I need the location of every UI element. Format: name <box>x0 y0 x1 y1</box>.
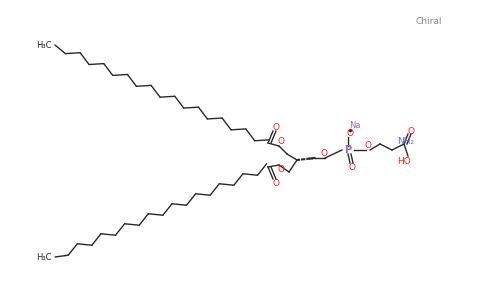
Text: P: P <box>345 145 351 155</box>
Text: H₃C: H₃C <box>36 253 52 262</box>
Text: O: O <box>272 178 279 188</box>
Text: O: O <box>272 122 279 131</box>
Text: O: O <box>277 164 285 173</box>
Text: O: O <box>277 137 285 146</box>
Text: HO: HO <box>397 157 411 166</box>
Text: O: O <box>364 142 372 151</box>
Text: Na: Na <box>349 122 361 130</box>
Text: O: O <box>320 148 328 158</box>
Text: Chiral: Chiral <box>416 17 442 26</box>
Text: NH₂: NH₂ <box>397 136 414 146</box>
Text: O: O <box>408 127 414 136</box>
Text: H₃C: H₃C <box>36 40 52 50</box>
Text: O: O <box>348 163 356 172</box>
Text: O: O <box>347 130 353 139</box>
